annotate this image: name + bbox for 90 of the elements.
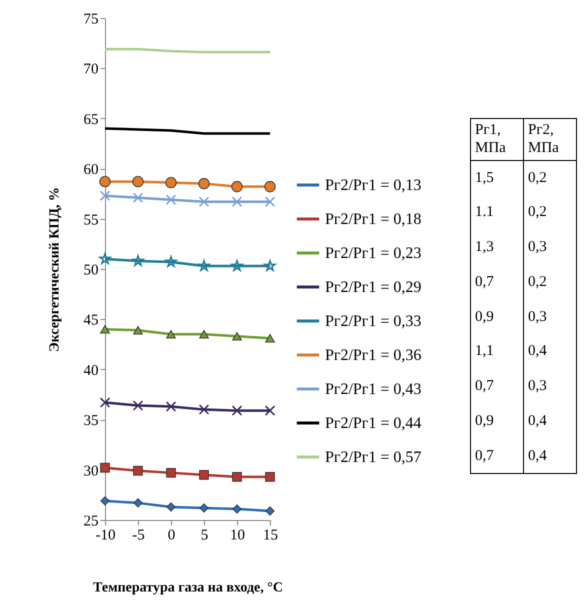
text: 0,9 [470,300,524,334]
point [198,178,210,190]
text: 1,5 [470,160,524,196]
y-tick-label: 70 [84,62,98,78]
point [265,472,275,482]
point [232,332,242,341]
x-tick-label: -10 [96,528,116,544]
point [100,190,110,201]
legend-label: Рг2/Рг1 = 0,33 [325,313,422,330]
text: 0,2 [524,160,576,196]
point [264,405,276,416]
text: 0,4 [524,438,576,474]
point [166,401,176,412]
point [165,177,177,188]
y-tick-label: 55 [84,212,98,228]
point [132,192,144,203]
text: 0,3 [524,369,576,404]
y-tick-label: 30 [84,463,98,480]
y-axis-title: Эксергетический КПД, % [48,187,62,352]
point [99,252,111,264]
point [265,334,275,343]
text: 0,4 [524,334,576,370]
y-tick-label: 45 [84,312,98,329]
legend-label: Рг2/Рг1 = 0,44 [325,415,422,432]
point [199,330,209,339]
point [232,472,242,482]
x-tick-label: 15 [263,528,278,544]
point [265,506,275,516]
point [198,196,210,207]
point [166,330,176,339]
text: 1,1 [470,334,524,370]
point [231,260,243,271]
point [133,466,143,476]
point [166,194,176,205]
y-tick-label: 65 [84,112,98,128]
y-tick-label: 25 [84,514,98,530]
text: 0,3 [524,300,576,334]
point [132,176,144,188]
point [132,400,144,411]
y-tick-label: 40 [84,362,98,379]
text: 0,2 [524,264,576,300]
point [99,176,111,188]
text: 0,7 [470,369,524,404]
point [132,254,144,266]
point [199,503,209,513]
point [232,405,242,416]
text: 1.1 [470,195,524,230]
legend-label: Рг2/Рг1 = 0,43 [325,381,422,398]
point [100,397,110,408]
text: 0,7 [470,264,524,300]
point [198,404,210,415]
point [100,462,110,473]
x-tick-label: 10 [230,528,245,544]
point [166,468,176,478]
point [264,196,276,207]
text: 0,3 [524,230,576,265]
x-tick-label: 0 [168,528,176,544]
point [198,260,210,271]
point [100,324,110,334]
point [100,496,110,506]
point [133,498,143,508]
y-tick-label: 35 [84,413,98,430]
point [264,260,276,271]
point [264,181,276,192]
legend-label: Рг2/Рг1 = 0,23 [325,245,422,262]
y-tick-label: 60 [84,162,98,178]
point [231,181,243,192]
text: 0,9 [470,404,524,439]
legend-label: Рг2/Рг1 = 0,18 [325,211,422,228]
point [166,502,176,512]
y-tick-label: 50 [84,262,98,278]
x-tick-label: -5 [132,528,145,544]
text: 1,3 [470,230,524,265]
legend-label: Рг2/Рг1 = 0,13 [325,177,422,194]
point [232,196,242,207]
x-tick-label: 5 [200,528,208,544]
text: 0,2 [524,195,576,230]
text: Рг2, МПа [524,118,576,160]
point [165,256,177,267]
text: 0,7 [470,438,524,474]
point [232,504,242,514]
text: Рг1, МПа [470,118,524,160]
y-tick-label: 75 [84,12,98,28]
legend-label: Рг2/Рг1 = 0,36 [325,347,422,364]
point [133,326,143,335]
legend-label: Рг2/Рг1 = 0,57 [325,449,422,466]
legend-label: Рг2/Рг1 = 0,29 [325,279,422,296]
point [199,470,209,480]
text: 0,4 [524,404,576,439]
x-axis-title: Температура газа на входе, °С [93,580,283,596]
